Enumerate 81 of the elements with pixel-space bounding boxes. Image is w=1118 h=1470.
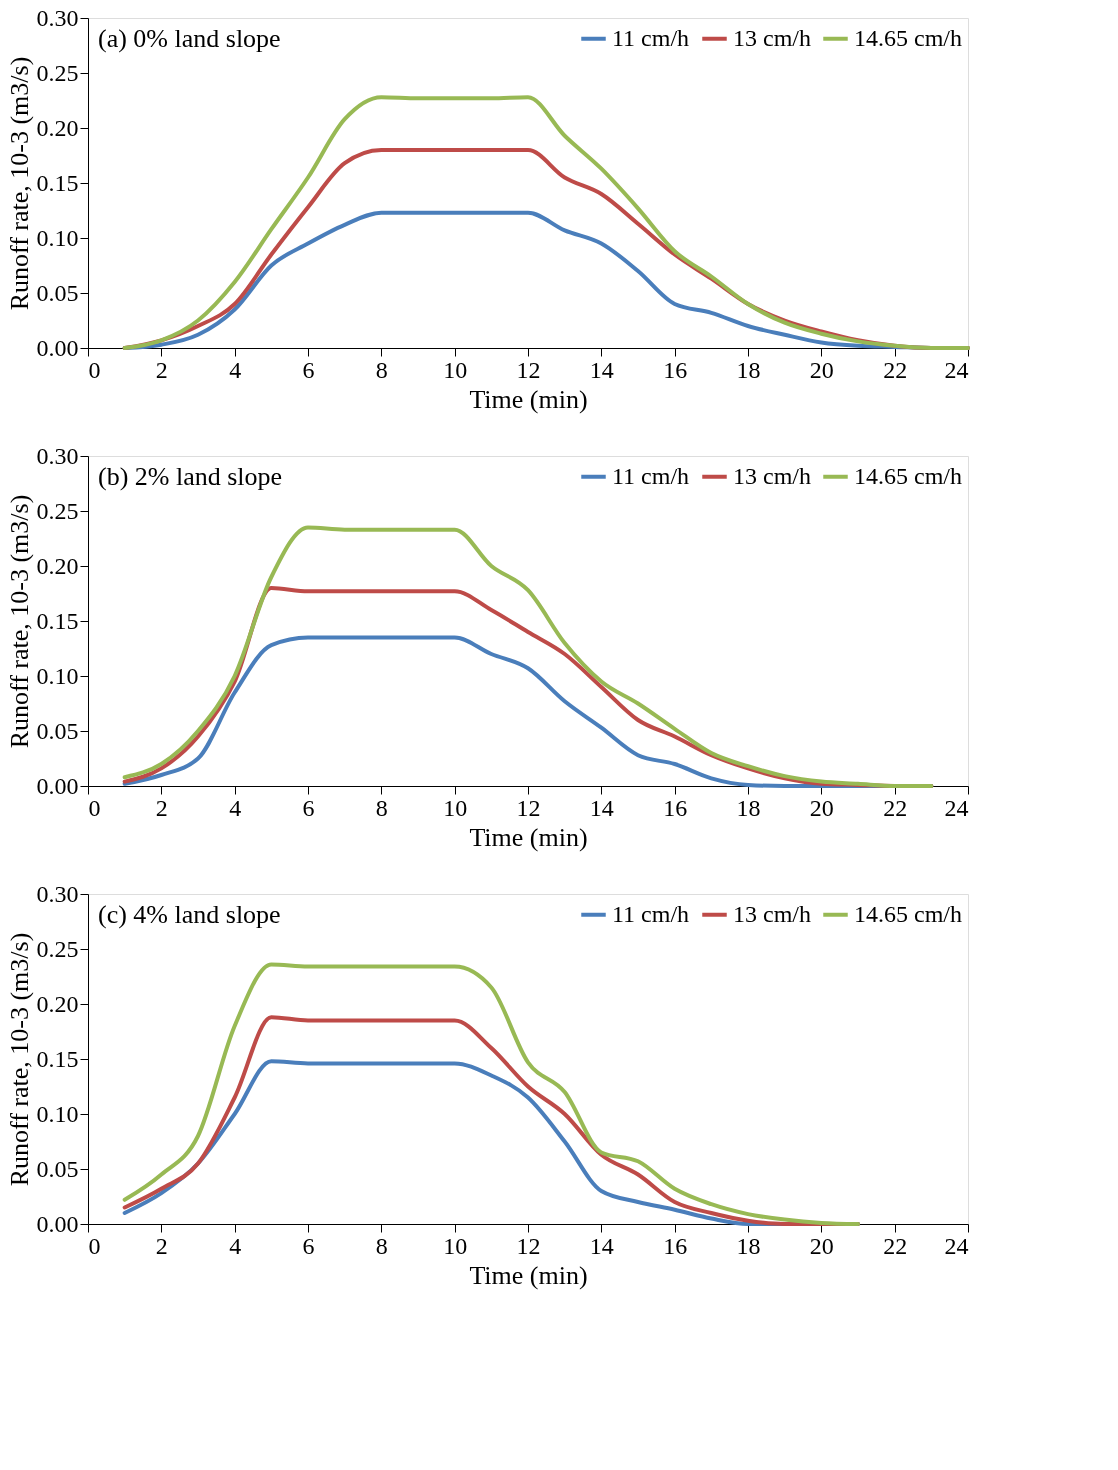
x-tick-label: 12 xyxy=(516,794,541,821)
y-tick-label: 0.25 xyxy=(36,497,79,524)
legend-label: 13 cm/h xyxy=(733,462,811,489)
x-tick-label: 4 xyxy=(229,356,242,383)
y-tick-label: 0.10 xyxy=(36,662,79,689)
x-axis-title: Time (min) xyxy=(469,384,588,414)
x-tick-label: 14 xyxy=(589,794,614,821)
x-tick-label: 2 xyxy=(155,356,168,383)
legend-label: 13 cm/h xyxy=(733,24,811,51)
x-tick-label: 6 xyxy=(302,794,315,821)
x-tick-label: 22 xyxy=(883,1232,908,1259)
y-axis-title: Runoff rate, 10-3 (m3/s) xyxy=(4,932,34,1187)
x-tick-label: 20 xyxy=(809,794,834,821)
y-tick-label: 0.25 xyxy=(36,59,79,86)
x-tick-label: 24 xyxy=(944,794,969,821)
y-tick-label: 0.00 xyxy=(36,334,79,361)
x-tick-label: 6 xyxy=(302,1232,315,1259)
line-series xyxy=(122,95,970,350)
x-tick-label: 10 xyxy=(443,356,468,383)
legend-label: 11 cm/h xyxy=(612,24,690,51)
x-tick-label: 20 xyxy=(809,1232,834,1259)
x-axis-title: Time (min) xyxy=(469,822,588,852)
legend-label: 13 cm/h xyxy=(733,900,811,927)
x-tick-label: 14 xyxy=(589,356,614,383)
y-axis-title: Runoff rate, 10-3 (m3/s) xyxy=(4,494,34,749)
x-tick-label: 20 xyxy=(809,356,834,383)
x-tick-label: 4 xyxy=(229,794,242,821)
chart-title: (b) 2% land slope xyxy=(98,462,283,491)
legend-label: 14.65 cm/h xyxy=(854,462,962,489)
x-tick-label: 0 xyxy=(88,794,101,821)
y-tick-label: 0.00 xyxy=(36,1210,79,1237)
line-series xyxy=(122,962,860,1226)
y-tick-label: 0.30 xyxy=(36,4,79,31)
y-tick-label: 0.25 xyxy=(36,935,79,962)
x-tick-label: 0 xyxy=(88,1232,101,1259)
x-tick-label: 6 xyxy=(302,356,315,383)
x-tick-label: 12 xyxy=(516,1232,541,1259)
x-tick-label: 16 xyxy=(663,356,688,383)
x-tick-label: 18 xyxy=(736,356,761,383)
y-tick-label: 0.10 xyxy=(36,224,79,251)
x-tick-label: 4 xyxy=(229,1232,242,1259)
x-tick-label: 8 xyxy=(375,794,388,821)
y-tick-label: 0.15 xyxy=(36,1045,79,1072)
y-tick-label: 0.10 xyxy=(36,1100,79,1127)
x-tick-label: 24 xyxy=(944,1232,969,1259)
y-axis-title: Runoff rate, 10-3 (m3/s) xyxy=(4,56,34,311)
chart-title: (a) 0% land slope xyxy=(98,24,281,53)
x-tick-label: 12 xyxy=(516,356,541,383)
y-tick-label: 0.30 xyxy=(36,880,79,907)
x-tick-label: 2 xyxy=(155,1232,168,1259)
x-tick-label: 22 xyxy=(883,356,908,383)
x-tick-label: 14 xyxy=(589,1232,614,1259)
x-tick-label: 24 xyxy=(944,356,969,383)
x-tick-label: 2 xyxy=(155,794,168,821)
y-tick-label: 0.20 xyxy=(36,990,79,1017)
x-tick-label: 0 xyxy=(88,356,101,383)
x-tick-label: 22 xyxy=(883,794,908,821)
y-tick-label: 0.00 xyxy=(36,772,79,799)
y-tick-label: 0.05 xyxy=(36,279,79,306)
x-tick-label: 18 xyxy=(736,794,761,821)
legend-label: 11 cm/h xyxy=(612,900,690,927)
y-tick-label: 0.15 xyxy=(36,169,79,196)
x-axis-title: Time (min) xyxy=(469,1260,588,1290)
legend-label: 14.65 cm/h xyxy=(854,24,962,51)
x-tick-label: 8 xyxy=(375,1232,388,1259)
x-tick-label: 16 xyxy=(663,1232,688,1259)
x-tick-label: 10 xyxy=(443,1232,468,1259)
x-tick-label: 10 xyxy=(443,794,468,821)
x-tick-label: 18 xyxy=(736,1232,761,1259)
y-tick-label: 0.30 xyxy=(36,442,79,469)
y-tick-label: 0.20 xyxy=(36,114,79,141)
y-tick-label: 0.20 xyxy=(36,552,79,579)
x-tick-label: 16 xyxy=(663,794,688,821)
y-tick-label: 0.05 xyxy=(36,1155,79,1182)
legend-label: 11 cm/h xyxy=(612,462,690,489)
y-tick-label: 0.05 xyxy=(36,717,79,744)
legend-label: 14.65 cm/h xyxy=(854,900,962,927)
x-tick-label: 8 xyxy=(375,356,388,383)
chart-title: (c) 4% land slope xyxy=(98,900,281,929)
line-series xyxy=(122,525,934,788)
y-tick-label: 0.15 xyxy=(36,607,79,634)
